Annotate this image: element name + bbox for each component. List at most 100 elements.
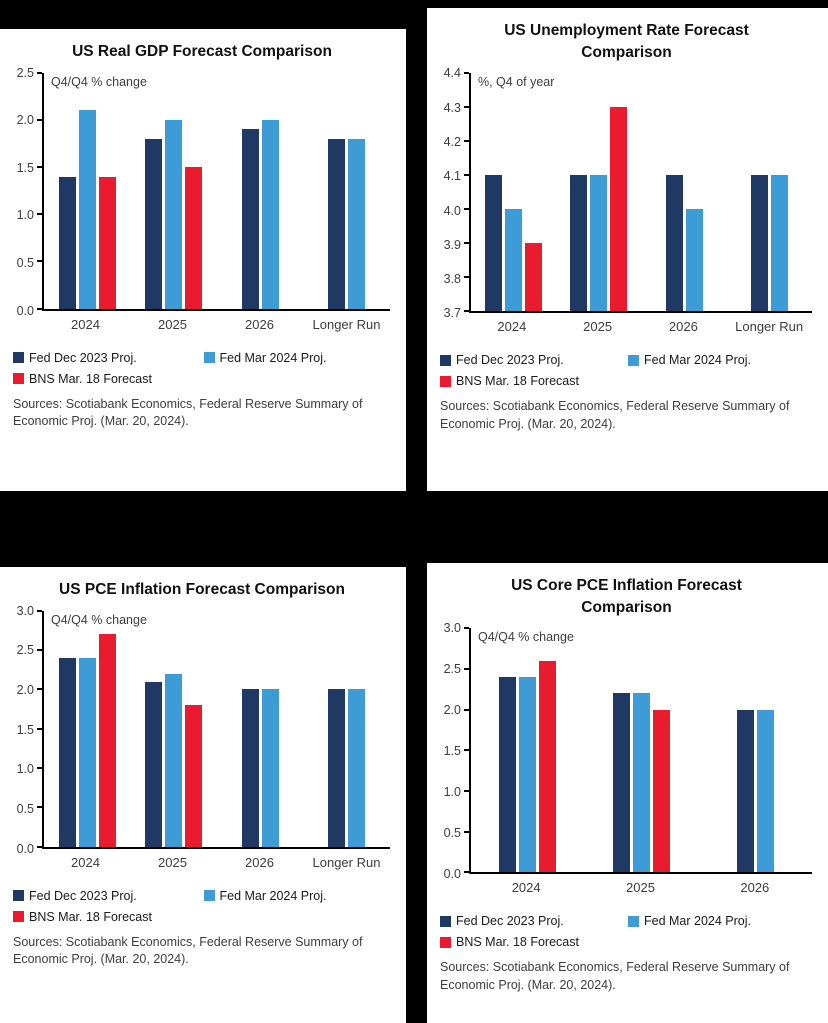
bar [261,119,279,309]
bar-group [727,73,812,312]
x-axis-category-label: 2024 [497,319,527,335]
bar-group [304,611,391,847]
x-axis-category-label: 2025 [583,319,613,335]
legend-label: Fed Dec 2023 Proj. [456,914,564,929]
y-tick-mark [37,806,42,809]
y-tick-mark [37,688,42,691]
bar [58,657,76,847]
legend-item: Fed Mar 2024 Proj. [628,914,816,928]
legend-item: BNS Mar. 18 Forecast [13,372,204,386]
y-tick-label: 3.0 [16,603,34,618]
x-axis-category-label: Longer Run [735,319,804,335]
legend-swatch [440,375,451,387]
legend-swatch [628,915,639,927]
x-axis-labels: 2024 2025 2026 [469,880,812,898]
y-tick-label: 0.5 [16,802,34,817]
y-tick-label: 1.0 [443,785,461,800]
bar [590,175,608,312]
legend-label: Fed Mar 2024 Proj. [644,353,751,368]
y-tick-mark [464,708,469,711]
x-axis-category-label: 2024 [511,880,541,896]
x-axis-category-label: 2025 [158,316,187,332]
y-tick-label: 0.0 [16,303,34,318]
y-tick-mark [37,307,42,310]
legend-label: BNS Mar. 18 Forecast [29,909,152,924]
y-tick-mark [37,845,42,848]
y-tick-label: 3.0 [443,621,461,636]
legend-swatch [203,890,215,902]
y-tick-mark [464,790,469,793]
legend-swatch [440,915,451,927]
y-tick-label: 1.5 [443,744,461,759]
bar-group [698,628,812,873]
bar-group [471,628,585,873]
legend-label: Fed Mar 2024 Proj. [219,888,327,903]
x-axis-labels: 2024 2025 2026 Longer Run [42,317,390,335]
sources-note: Sources: Scotiabank Economics, Federal R… [13,934,363,967]
bar [632,693,650,873]
bar [499,677,517,873]
legend-swatch [203,352,215,364]
x-axis-category-label: 2025 [626,880,655,896]
bar-group [642,73,727,312]
sources-note: Sources: Scotiabank Economics, Federal R… [440,399,790,432]
legend-item: Fed Dec 2023 Proj. [440,353,628,367]
bar [145,138,163,309]
bar [570,175,588,312]
plot-area: %, Q4 of year [464,72,812,314]
y-tick-label: 2.5 [443,662,461,677]
legend-item: BNS Mar. 18 Forecast [440,935,628,949]
bar-group [131,611,218,847]
y-tick-mark [464,208,469,211]
chart-panel-us-unemployment-rate: US Unemployment Rate Forecast Comparison… [427,8,828,491]
bar [736,709,754,873]
y-tick-label: 4.2 [443,134,461,149]
plot-row: 0.0 0.5 1.0 1.5 2.0 2.5 3.0 Q4/Q4 % change [435,621,818,881]
legend-item: Fed Dec 2023 Proj. [440,914,628,928]
y-tick-mark [464,276,469,279]
y-tick-label: 1.5 [16,722,34,737]
y-tick-label: 2.0 [16,683,34,698]
x-axis-category-label: 2024 [71,316,100,332]
legend-label: Fed Dec 2023 Proj. [29,350,137,365]
y-tick-mark [37,727,42,730]
bar [665,175,683,312]
legend-label: Fed Dec 2023 Proj. [29,888,137,903]
y-tick-mark [464,668,469,671]
bar [610,107,628,312]
bar-group [131,73,218,309]
legend-swatch [13,352,24,364]
y-tick-mark [37,213,42,216]
bar [241,689,259,847]
y-tick-label: 3.9 [443,237,461,252]
bar-group [44,73,131,309]
legend-swatch [440,936,451,948]
y-tick-label: 4.3 [443,100,461,115]
bar-group [556,73,641,312]
chart-title: US Core PCE Inflation Forecast Compariso… [511,577,742,616]
y-tick-mark [464,174,469,177]
axis-unit-label: Q4/Q4 % change [478,630,574,645]
legend-item: Fed Mar 2024 Proj. [203,888,395,903]
bar [685,209,703,312]
bar-group [44,611,131,847]
bar [348,138,366,309]
plot-row: 3.7 3.8 3.9 4.0 4.1 4.2 4.3 4.4 %, Q4 of year [435,66,818,320]
plot-area: Q4/Q4 % change [37,71,390,311]
legend-label: Fed Dec 2023 Proj. [456,353,564,368]
y-tick-mark [464,72,469,75]
bar-group [217,611,304,847]
legend-item: Fed Dec 2023 Proj. [13,351,204,365]
bar [78,110,96,309]
chart-panel-us-pce-inflation: US PCE Inflation Forecast Comparison 0.0… [0,567,406,1023]
y-axis-tick-labels: 0.0 0.5 1.0 1.5 2.0 2.5 [8,66,42,318]
y-tick-mark [464,871,469,874]
x-axis-category-label: 2026 [245,316,274,332]
y-tick-label: 1.5 [16,160,34,175]
x-axis-labels: 2024 2025 2026 Longer Run [469,319,812,337]
bar [505,209,523,312]
y-tick-label: 0.5 [16,256,34,271]
x-axis-category-label: 2024 [71,854,100,870]
y-tick-label: 1.0 [16,208,34,223]
